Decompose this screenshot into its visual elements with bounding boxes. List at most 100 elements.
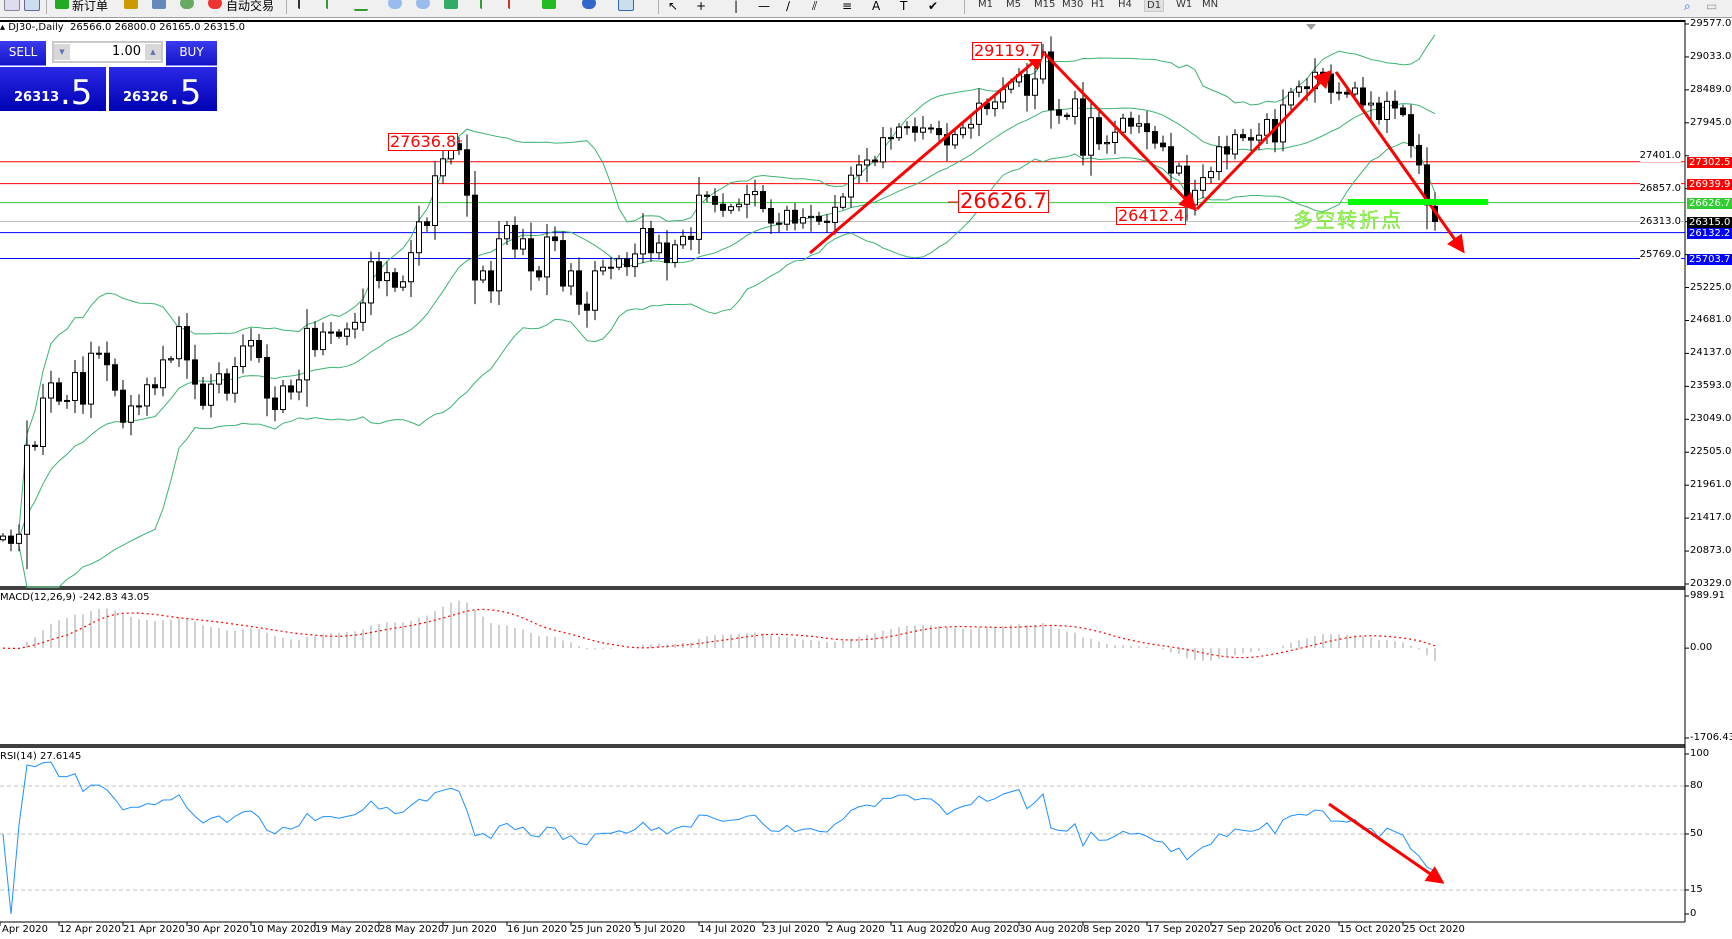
candle xyxy=(288,379,294,400)
trendline-icon[interactable]: ∕ xyxy=(786,0,791,13)
bar-chart-icon[interactable] xyxy=(298,0,314,9)
auto-trading-button[interactable]: 自动交易 xyxy=(226,0,275,13)
chat-icon[interactable]: ▭ xyxy=(1706,0,1718,13)
candle xyxy=(640,213,646,264)
text-label-icon[interactable]: T xyxy=(900,0,908,13)
candle-body-bull xyxy=(832,206,838,223)
candle xyxy=(576,257,582,315)
candle xyxy=(1096,109,1102,150)
candle-body-bull xyxy=(888,137,894,140)
buy-button[interactable]: BUY xyxy=(166,41,217,66)
candle xyxy=(1128,111,1134,135)
candle xyxy=(296,369,302,401)
one-click-trading-panel: SELL ▼ 1.00 ▲ BUY 26313 .5 26326 .5 xyxy=(0,40,218,111)
timeframe-h1[interactable]: H1 xyxy=(1091,0,1105,10)
arrow-down-2 xyxy=(1334,71,1465,254)
new-order-icon xyxy=(55,0,69,9)
price-tick-label: 25225.0 xyxy=(1690,281,1732,293)
annotation-pivot[interactable]: 26626.7 xyxy=(958,189,1049,213)
timeframe-mn[interactable]: MN xyxy=(1202,0,1219,10)
lot-input[interactable]: 1.00 xyxy=(112,44,141,59)
channel-icon[interactable]: ⫽ xyxy=(812,0,818,13)
candle xyxy=(352,312,358,339)
zoom-in-icon[interactable] xyxy=(388,0,402,9)
candle xyxy=(744,184,750,219)
timeframe-m15[interactable]: M15 xyxy=(1034,0,1056,10)
annotation-low-sep[interactable]: 26412.4 xyxy=(1116,206,1187,225)
open-icon[interactable] xyxy=(4,0,20,11)
candle xyxy=(104,341,110,382)
new-order-button[interactable]: 新订单 xyxy=(72,0,109,13)
timeframe-m1[interactable]: M1 xyxy=(978,0,993,10)
candle-body-bear xyxy=(488,270,494,292)
candle-body-bear xyxy=(528,238,534,272)
chart-shift-icon[interactable] xyxy=(480,0,496,9)
annotation-high-sep[interactable]: 29119.7 xyxy=(972,41,1043,60)
bollinger-upper-band xyxy=(18,34,1436,531)
horizontal-line-icon[interactable]: — xyxy=(758,0,770,13)
arrow-down-1 xyxy=(1043,52,1198,212)
candle xyxy=(1336,82,1342,101)
lot-increase-icon[interactable]: ▲ xyxy=(145,44,161,60)
lot-stepper[interactable]: ▼ 1.00 ▲ xyxy=(52,41,163,63)
candle xyxy=(408,239,414,298)
zoom-search-icon[interactable] xyxy=(24,0,40,11)
candle xyxy=(776,212,782,233)
candle xyxy=(1248,128,1254,151)
candle-body-bull xyxy=(784,209,790,225)
timeframe-w1[interactable]: W1 xyxy=(1176,0,1193,10)
annotation-high-june[interactable]: 27636.8 xyxy=(388,132,459,151)
timeframe-d1[interactable]: D1 xyxy=(1144,0,1165,12)
candle xyxy=(160,345,166,397)
timeframe-m30[interactable]: M30 xyxy=(1062,0,1084,10)
signals-icon[interactable] xyxy=(180,0,194,9)
turning-point-label[interactable]: 多空转折点 xyxy=(1293,208,1403,232)
indicators-icon[interactable] xyxy=(542,0,556,9)
candle xyxy=(360,288,366,331)
line-chart-icon[interactable] xyxy=(354,0,368,11)
zoom-out-icon[interactable] xyxy=(416,0,430,9)
fibonacci-icon[interactable]: ≡ xyxy=(842,0,853,13)
candle xyxy=(824,214,830,233)
sell-button[interactable]: SELL xyxy=(0,41,46,66)
periods-icon[interactable] xyxy=(582,0,596,9)
collapse-triangle-icon[interactable]: ▴ xyxy=(0,22,6,33)
candle-body-bear xyxy=(760,191,766,210)
candle xyxy=(216,362,222,394)
autoscroll-icon[interactable] xyxy=(508,0,524,9)
cursor-icon[interactable]: ↖ xyxy=(668,0,679,13)
shift-marker-icon xyxy=(1306,24,1316,30)
candle-body-bull xyxy=(168,358,174,361)
candle xyxy=(1056,98,1062,124)
timeframe-h4[interactable]: H4 xyxy=(1118,0,1132,10)
candle xyxy=(1360,76,1366,112)
candle xyxy=(128,394,134,436)
lot-decrease-icon[interactable]: ▼ xyxy=(54,44,70,60)
search-icon[interactable]: ⌕ xyxy=(1684,0,1691,13)
buy-price[interactable]: 26326 .5 xyxy=(109,67,217,111)
text-icon[interactable]: A xyxy=(872,0,881,13)
candle xyxy=(512,216,518,259)
candle xyxy=(616,255,622,271)
candle-body-bear xyxy=(1376,102,1382,120)
crosshair-icon[interactable]: + xyxy=(696,0,707,13)
candle-body-bull xyxy=(568,270,574,287)
tile-windows-icon[interactable] xyxy=(444,0,458,9)
candle xyxy=(64,394,70,409)
metaeditor-icon[interactable] xyxy=(124,0,138,9)
terminal-icon[interactable] xyxy=(152,0,166,9)
arrows-icon[interactable]: ✔ xyxy=(928,0,939,13)
sell-price[interactable]: 26313 .5 xyxy=(0,67,106,111)
candlestick-icon[interactable] xyxy=(326,0,342,9)
turning-point-bar xyxy=(1348,199,1488,205)
candle-body-bull xyxy=(16,533,22,544)
candle xyxy=(632,243,638,278)
symbol-timeframe: DJ30-,Daily xyxy=(8,22,64,33)
vertical-line-icon[interactable]: | xyxy=(734,0,739,13)
candle-body-bull xyxy=(1296,86,1302,93)
templates-icon[interactable] xyxy=(618,0,634,11)
candle xyxy=(1072,90,1078,125)
candle xyxy=(16,524,22,552)
timeframe-m5[interactable]: M5 xyxy=(1006,0,1021,10)
